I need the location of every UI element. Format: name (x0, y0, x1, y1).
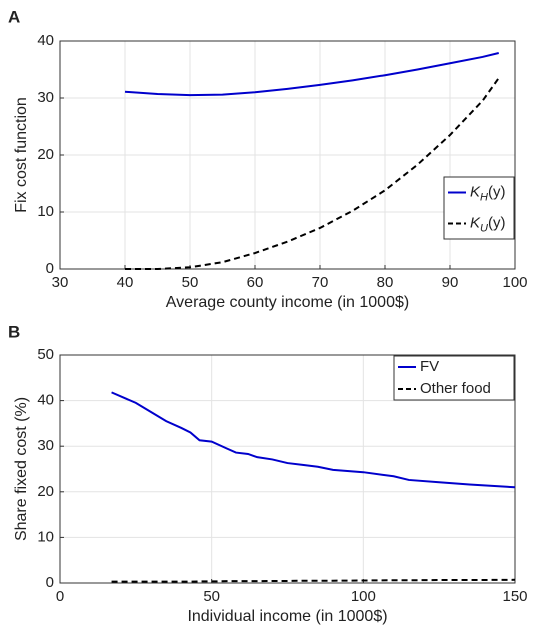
y-tick-label: 0 (46, 574, 54, 591)
line (111, 578, 516, 583)
y-axis-label: Share fixed cost (%) (13, 397, 30, 541)
y-tick-label: 10 (37, 203, 54, 220)
legend-text: K (470, 214, 481, 231)
plot-frame (59, 40, 516, 270)
legend-text: U (480, 222, 488, 234)
x-tick-label: 100 (351, 588, 376, 605)
y-tick-label: 50 (37, 346, 54, 363)
y-tick-label: 10 (37, 528, 54, 545)
legend-label: FV (420, 358, 439, 375)
y-tick-label: 40 (37, 32, 54, 49)
legend-text: (y) (488, 214, 506, 231)
legend-text: (y) (488, 183, 506, 200)
line (125, 77, 500, 270)
legend-label: Other food (420, 380, 491, 397)
x-axis-label: Individual income (in 1000$) (187, 608, 387, 625)
x-tick-label: 50 (182, 274, 199, 291)
y-tick-label: 20 (37, 146, 54, 163)
panel-label: A (8, 7, 20, 26)
x-tick-label: 150 (502, 588, 527, 605)
y-tick-label: 40 (37, 392, 54, 409)
legend-box (443, 176, 515, 240)
y-tick-label: 20 (37, 483, 54, 500)
line (111, 391, 516, 489)
x-tick-label: 90 (442, 274, 459, 291)
x-tick-label: 80 (377, 274, 394, 291)
x-tick-label: 50 (203, 588, 220, 605)
x-tick-label: 40 (117, 274, 134, 291)
legend-text: K (470, 183, 481, 200)
x-tick-label: 0 (56, 588, 64, 605)
panel-label: B (8, 322, 20, 341)
line (124, 51, 499, 97)
legend-label: KU(y) (470, 214, 505, 234)
y-tick-label: 0 (46, 260, 54, 277)
plot-frame (59, 354, 516, 584)
y-axis-label: Fix cost function (13, 97, 30, 213)
x-tick-label: 60 (247, 274, 264, 291)
x-tick-label: 100 (502, 274, 527, 291)
x-tick-label: 30 (52, 274, 69, 291)
legend-label: KH(y) (470, 183, 505, 203)
x-axis-label: Average county income (in 1000$) (166, 294, 409, 311)
legend-text: H (480, 191, 488, 203)
legend-text: FV (420, 358, 439, 375)
legend-text: Other food (420, 380, 491, 397)
y-tick-label: 30 (37, 437, 54, 454)
y-tick-label: 30 (37, 89, 54, 106)
x-tick-label: 70 (312, 274, 329, 291)
legend-box (393, 355, 515, 401)
